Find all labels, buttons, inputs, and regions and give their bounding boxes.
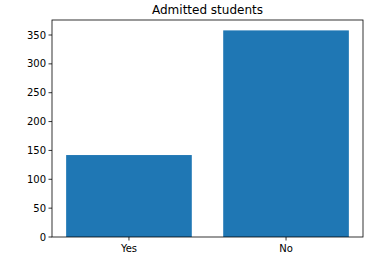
y-tick bbox=[49, 237, 53, 238]
chart: 0 50 100 150 200 250 300 350 Yes No Admitted stude… bbox=[0, 0, 392, 259]
y-tick bbox=[49, 150, 53, 151]
y-tick-label: 350 bbox=[27, 30, 46, 41]
y-tick-label: 300 bbox=[27, 58, 46, 69]
y-tick-label: 250 bbox=[27, 87, 46, 98]
title: Admitted students bbox=[152, 3, 263, 17]
x-tick bbox=[128, 237, 129, 241]
y-tick bbox=[49, 121, 53, 122]
y-tick-label: 50 bbox=[33, 203, 46, 214]
x-tick bbox=[286, 237, 287, 241]
y-tick-label: 200 bbox=[27, 116, 46, 127]
bar bbox=[223, 30, 349, 237]
bar bbox=[66, 155, 192, 237]
y-tick-label: 0 bbox=[40, 232, 46, 243]
y-tick bbox=[49, 179, 53, 180]
y-tick bbox=[49, 92, 53, 93]
x-tick-label: No bbox=[279, 243, 293, 254]
x-tick-label: Yes bbox=[120, 243, 137, 254]
y-tick bbox=[49, 35, 53, 36]
y-tick bbox=[49, 208, 53, 209]
axes-frame bbox=[52, 20, 363, 237]
y-tick-label: 100 bbox=[27, 174, 46, 185]
y-tick bbox=[49, 63, 53, 64]
bars bbox=[66, 30, 349, 237]
y-tick-label: 150 bbox=[27, 145, 46, 156]
